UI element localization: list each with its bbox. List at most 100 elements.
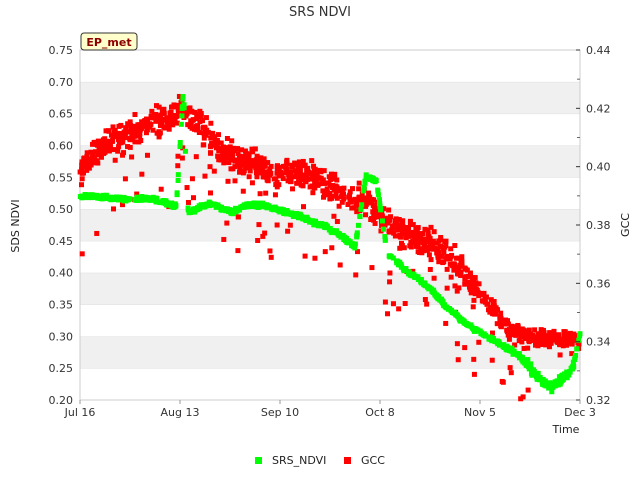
- gcc-point: [385, 311, 391, 317]
- srs-ndvi-point: [271, 206, 277, 212]
- srs-ndvi-point: [170, 204, 176, 210]
- gcc-point: [472, 291, 478, 297]
- gcc-point: [111, 147, 117, 153]
- gcc-point: [381, 206, 387, 212]
- srs-ndvi-point: [123, 198, 129, 204]
- gcc-point: [79, 251, 85, 257]
- gcc-point: [430, 246, 436, 252]
- gcc-point: [159, 121, 165, 127]
- gcc-point: [188, 122, 194, 128]
- gcc-point: [369, 265, 375, 271]
- gcc-point: [150, 127, 156, 133]
- gcc-point: [455, 269, 461, 275]
- srs-ndvi-point: [175, 177, 181, 183]
- gcc-point: [359, 191, 365, 197]
- gcc-point: [439, 253, 445, 259]
- gcc-point: [242, 153, 248, 159]
- gcc-point: [114, 133, 120, 139]
- gcc-point: [334, 195, 340, 201]
- gcc-point: [112, 127, 118, 133]
- left-tick-label: 0.50: [49, 203, 74, 216]
- gcc-point: [427, 246, 433, 252]
- gcc-point: [336, 203, 342, 209]
- gcc-point: [321, 168, 327, 174]
- gcc-point: [176, 93, 182, 99]
- gcc-point: [505, 321, 511, 327]
- gcc-point: [444, 253, 450, 259]
- gcc-point: [366, 190, 372, 196]
- legend-item-srs-ndvi[interactable]: SRS_NDVI: [255, 454, 326, 467]
- gcc-point: [301, 204, 307, 210]
- gcc-point: [79, 176, 85, 182]
- gcc-point: [172, 116, 178, 122]
- srs-ndvi-point: [558, 379, 564, 385]
- right-tick-label: 0.44: [586, 44, 611, 57]
- gcc-point: [482, 298, 488, 304]
- srs-ndvi-point: [305, 218, 311, 224]
- srs-ndvi-point: [133, 197, 139, 203]
- gcc-point: [216, 132, 222, 138]
- gcc-point: [89, 155, 95, 161]
- gcc-point: [436, 259, 442, 265]
- srs-ndvi-point: [292, 212, 298, 218]
- gcc-point: [498, 310, 504, 316]
- gcc-point: [421, 243, 427, 249]
- gcc-point: [546, 344, 552, 350]
- srs-ndvi-point: [438, 298, 444, 304]
- gcc-point: [144, 152, 150, 158]
- gcc-point: [311, 163, 317, 169]
- srs-ndvi-point: [161, 197, 167, 203]
- gcc-point: [86, 156, 92, 162]
- gcc-point: [322, 249, 328, 255]
- gcc-point: [286, 175, 292, 181]
- gcc-point: [509, 323, 515, 329]
- gcc-point: [254, 174, 260, 180]
- srs-ndvi-point: [574, 346, 580, 352]
- gcc-point: [190, 195, 196, 201]
- srs-ndvi-point: [363, 172, 369, 178]
- srs-ndvi-point: [380, 226, 386, 232]
- gcc-point: [419, 236, 425, 242]
- legend-item-gcc[interactable]: GCC: [344, 454, 385, 467]
- gcc-point: [79, 162, 85, 168]
- gcc-point: [249, 149, 255, 155]
- gcc-point: [366, 200, 372, 206]
- gcc-point: [371, 212, 377, 218]
- gcc-point: [334, 218, 340, 224]
- srs-ndvi-point: [505, 346, 511, 352]
- gcc-point: [249, 146, 255, 152]
- gcc-point: [156, 134, 162, 140]
- gcc-point: [208, 120, 214, 126]
- gcc-point: [308, 170, 314, 176]
- gcc-point: [386, 228, 392, 234]
- srs-ndvi-point: [345, 238, 351, 244]
- gcc-point: [297, 172, 303, 178]
- gcc-point: [80, 170, 86, 176]
- gcc-point: [409, 233, 415, 239]
- x-tick-label: Dec 3: [564, 406, 596, 419]
- gcc-point: [259, 169, 265, 175]
- gcc-point: [84, 164, 90, 170]
- gcc-point: [492, 311, 498, 317]
- gcc-point: [415, 249, 421, 255]
- legend-label-srs-ndvi: SRS_NDVI: [272, 454, 326, 467]
- gcc-point: [174, 120, 180, 126]
- gcc-point: [505, 332, 511, 338]
- gcc-point: [96, 151, 102, 157]
- srs-ndvi-point: [461, 319, 467, 325]
- srs-ndvi-point: [556, 381, 562, 387]
- srs-ndvi-point: [321, 223, 327, 229]
- gcc-point: [471, 297, 477, 303]
- gcc-point: [456, 264, 462, 270]
- gcc-point: [437, 243, 443, 249]
- gcc-point: [164, 119, 170, 125]
- gcc-point: [538, 327, 544, 333]
- gcc-point: [169, 104, 175, 110]
- left-tick-label: 0.35: [49, 299, 74, 312]
- srs-ndvi-point: [355, 222, 361, 228]
- srs-ndvi-point: [532, 372, 538, 378]
- gcc-point: [299, 163, 305, 169]
- gcc-point: [524, 330, 530, 336]
- srs-ndvi-point: [379, 218, 385, 224]
- gcc-point: [257, 159, 263, 165]
